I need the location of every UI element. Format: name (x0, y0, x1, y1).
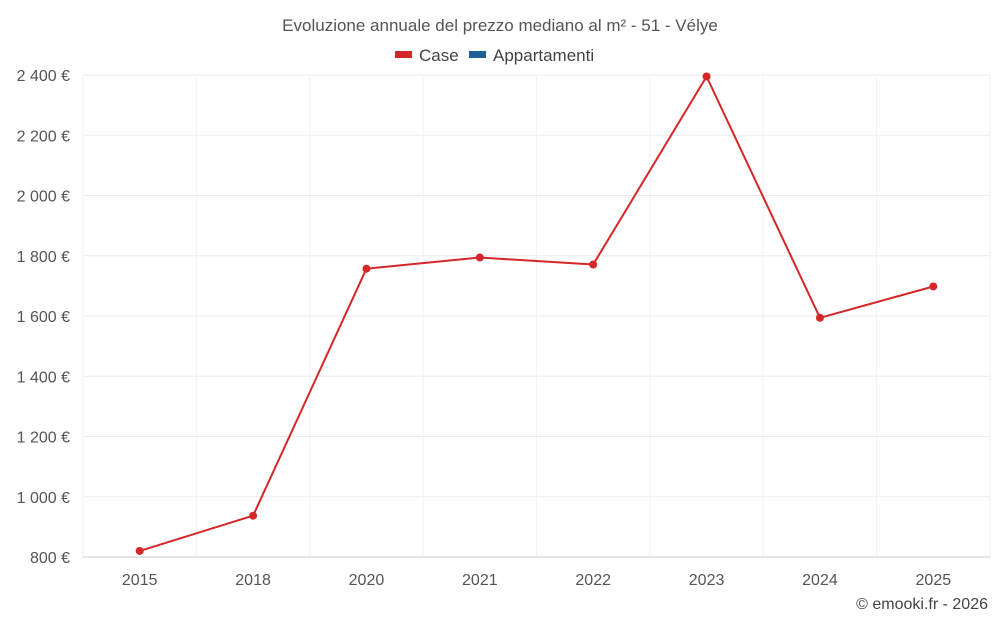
series-line-case (139, 75, 934, 552)
y-tick-label: 2 200 € (17, 128, 70, 145)
legend: Case Appartamenti (395, 46, 594, 65)
y-tick-label: 2 000 € (17, 189, 70, 206)
x-tick-label: 2025 (916, 572, 952, 589)
data-point[interactable] (135, 546, 144, 555)
series-layer (135, 72, 938, 555)
legend-item-case[interactable]: Case (395, 46, 459, 65)
x-tick-label: 2021 (462, 572, 498, 589)
x-tick-label: 2020 (349, 572, 385, 589)
credit-text: © emooki.fr - 2026 (856, 596, 988, 613)
y-tick-label: 2 400 € (17, 68, 70, 85)
x-gridlines (82, 75, 991, 557)
legend-label-appartamenti: Appartamenti (493, 46, 594, 65)
y-axis-ticks: 800 € 1 000 € 1 200 € 1 400 € 1 600 € 1 800 €… (17, 68, 70, 567)
chart-title: Evoluzione annuale del prezzo mediano al… (282, 16, 718, 35)
x-tick-label: 2024 (802, 572, 838, 589)
legend-label-case: Case (419, 46, 459, 65)
data-point[interactable] (929, 282, 938, 291)
x-tick-label: 2023 (689, 572, 725, 589)
legend-item-appartamenti[interactable]: Appartamenti (469, 46, 594, 65)
x-tick-label: 2022 (575, 572, 611, 589)
legend-swatch-case (395, 51, 412, 58)
y-tick-label: 1 600 € (17, 309, 70, 326)
data-point[interactable] (475, 253, 484, 262)
x-tick-label: 2018 (235, 572, 271, 589)
data-point[interactable] (589, 260, 598, 269)
data-point[interactable] (249, 511, 258, 520)
y-tick-label: 1 000 € (17, 490, 70, 507)
data-point[interactable] (702, 72, 711, 81)
y-tick-label: 800 € (30, 550, 70, 567)
x-axis-ticks: 2015 2018 2020 2021 2022 2023 2024 2025 (122, 572, 951, 589)
x-tick-label: 2015 (122, 572, 158, 589)
y-tick-label: 1 400 € (17, 369, 70, 386)
legend-swatch-appartamenti (469, 51, 486, 58)
data-point[interactable] (362, 264, 371, 273)
y-tick-label: 1 800 € (17, 249, 70, 266)
y-tick-label: 1 200 € (17, 430, 70, 447)
data-point[interactable] (815, 313, 824, 322)
